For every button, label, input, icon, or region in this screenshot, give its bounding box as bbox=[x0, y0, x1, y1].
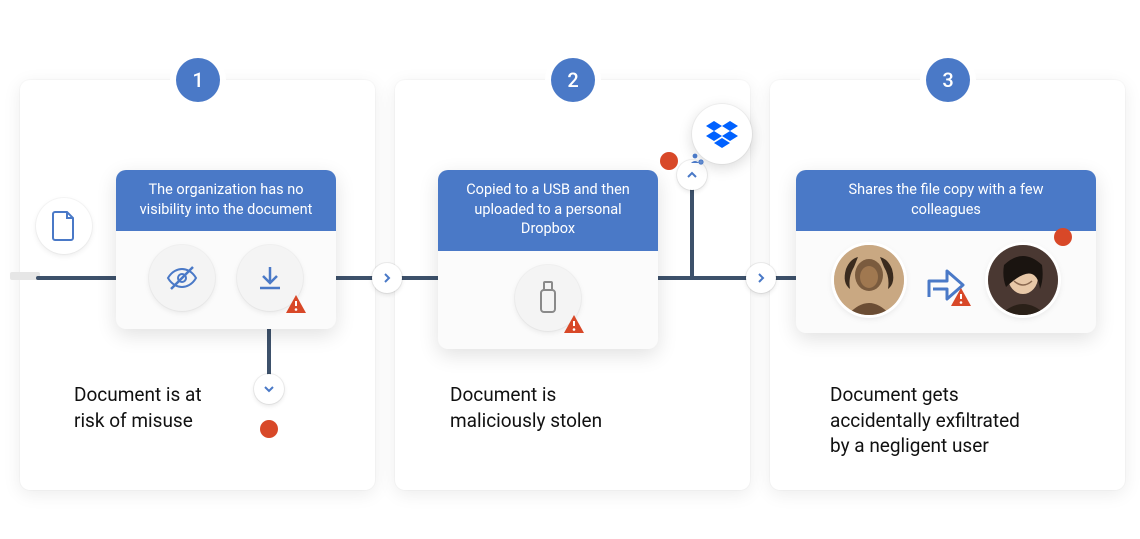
caption-1-l2: risk of misuse bbox=[74, 409, 193, 432]
warn-icon-1 bbox=[285, 293, 307, 315]
usb-icon bbox=[515, 265, 581, 331]
share-icon bbox=[922, 256, 970, 304]
chevron-down-1 bbox=[254, 374, 284, 404]
avatar-1 bbox=[834, 245, 904, 315]
chevron-right-1 bbox=[372, 263, 402, 293]
caption-1-l1: Document is at bbox=[74, 383, 202, 406]
card-3-header: Shares the file copy with a few colleagu… bbox=[796, 170, 1096, 231]
caption-3-l3: by a negligent user bbox=[830, 434, 989, 457]
step-badge-3: 3 bbox=[926, 58, 970, 102]
warn-icon-3 bbox=[950, 286, 972, 308]
alert-dot-2 bbox=[660, 152, 678, 170]
caption-3-l2: accidentally exfiltrated bbox=[830, 409, 1020, 432]
step-badge-1: 1 bbox=[176, 58, 220, 102]
download-icon bbox=[237, 245, 303, 311]
document-icon bbox=[36, 198, 92, 254]
no-visibility-icon bbox=[149, 245, 215, 311]
caption-3: Document gets accidentally exfiltrated b… bbox=[830, 382, 1020, 459]
caption-3-l1: Document gets bbox=[830, 383, 959, 406]
step-badge-2: 2 bbox=[551, 58, 595, 102]
chevron-right-2 bbox=[746, 263, 776, 293]
card-1: The organization has no visibility into … bbox=[116, 170, 336, 329]
caption-1: Document is at risk of misuse bbox=[74, 382, 202, 433]
connector-2-3 bbox=[656, 276, 800, 280]
connector-0-1 bbox=[36, 276, 120, 280]
step-num-2: 2 bbox=[567, 68, 578, 92]
caption-2-l1: Document is bbox=[450, 383, 556, 406]
card-2-header: Copied to a USB and then uploaded to a p… bbox=[438, 170, 658, 251]
alert-dot-1 bbox=[260, 420, 278, 438]
alert-dot-3 bbox=[1054, 228, 1072, 246]
caption-2-l2: maliciously stolen bbox=[450, 409, 602, 432]
dropbox-icon bbox=[692, 104, 752, 164]
warn-icon-2 bbox=[563, 313, 585, 335]
diagram-stage: 1 2 3 The organization has no visibility… bbox=[0, 0, 1140, 539]
card-1-header: The organization has no visibility into … bbox=[116, 170, 336, 231]
avatar-2 bbox=[988, 245, 1058, 315]
card-3: Shares the file copy with a few colleagu… bbox=[796, 170, 1096, 333]
step-num-1: 1 bbox=[192, 68, 203, 92]
step-num-3: 3 bbox=[942, 68, 953, 92]
card-2: Copied to a USB and then uploaded to a p… bbox=[438, 170, 658, 349]
caption-2: Document is maliciously stolen bbox=[450, 382, 602, 433]
